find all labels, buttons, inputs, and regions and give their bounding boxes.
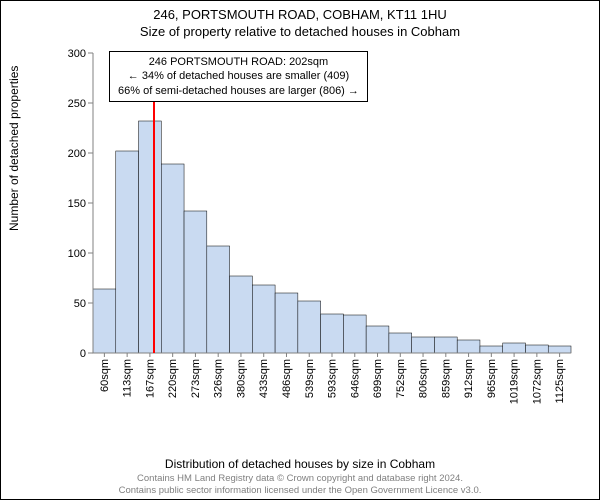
svg-text:699sqm: 699sqm xyxy=(372,359,384,398)
annotation-line1: 246 PORTSMOUTH ROAD: 202sqm xyxy=(118,55,359,69)
histogram-bar xyxy=(343,315,366,353)
histogram-bar xyxy=(230,276,253,353)
svg-text:1125sqm: 1125sqm xyxy=(554,359,566,403)
annotation-line3: 66% of semi-detached houses are larger (… xyxy=(118,84,359,98)
svg-text:50: 50 xyxy=(74,298,86,310)
histogram-bar xyxy=(548,346,571,353)
svg-text:150: 150 xyxy=(68,198,86,210)
x-axis-label: Distribution of detached houses by size … xyxy=(1,457,599,471)
histogram-bar xyxy=(275,293,298,353)
histogram-bar xyxy=(252,285,275,353)
svg-text:752sqm: 752sqm xyxy=(395,359,407,398)
svg-text:167sqm: 167sqm xyxy=(144,359,156,398)
svg-text:0: 0 xyxy=(80,348,86,360)
histogram-bar xyxy=(412,337,435,353)
svg-text:1019sqm: 1019sqm xyxy=(509,359,521,404)
svg-text:1072sqm: 1072sqm xyxy=(531,359,543,404)
histogram-bar xyxy=(161,164,184,353)
svg-text:113sqm: 113sqm xyxy=(122,359,134,397)
histogram-bar xyxy=(503,343,526,353)
title-sub: Size of property relative to detached ho… xyxy=(1,24,599,39)
histogram-bar xyxy=(116,151,139,353)
histogram-svg: 0 50 100 150 200 250 300 60sqm 113sqm 167sqm 220sq… xyxy=(65,49,575,411)
svg-text:859sqm: 859sqm xyxy=(440,359,452,398)
svg-text:593sqm: 593sqm xyxy=(327,359,339,398)
histogram-bar xyxy=(184,211,207,353)
svg-text:100: 100 xyxy=(68,248,86,260)
histogram-bar xyxy=(480,346,503,353)
footer-line1: Contains HM Land Registry data © Crown c… xyxy=(1,473,599,485)
svg-text:646sqm: 646sqm xyxy=(349,359,361,398)
histogram-bar xyxy=(298,301,321,353)
histogram-bar xyxy=(389,333,412,353)
histogram-bar xyxy=(457,340,480,353)
svg-text:380sqm: 380sqm xyxy=(235,359,247,398)
svg-text:912sqm: 912sqm xyxy=(463,359,475,398)
svg-text:200: 200 xyxy=(68,148,86,160)
svg-text:539sqm: 539sqm xyxy=(304,359,316,398)
svg-text:806sqm: 806sqm xyxy=(418,359,430,398)
annotation-line2: ← 34% of detached houses are smaller (40… xyxy=(118,69,359,83)
svg-text:273sqm: 273sqm xyxy=(190,359,202,398)
histogram-bar xyxy=(207,246,230,353)
histogram-bar xyxy=(434,337,457,353)
histogram-bar xyxy=(366,326,389,353)
svg-text:433sqm: 433sqm xyxy=(258,359,270,398)
plot-area: 0 50 100 150 200 250 300 60sqm 113sqm 167sqm 220sq… xyxy=(65,49,575,411)
svg-text:250: 250 xyxy=(68,98,86,110)
histogram-bar xyxy=(321,314,344,353)
footer: Contains HM Land Registry data © Crown c… xyxy=(1,473,599,497)
annotation-box: 246 PORTSMOUTH ROAD: 202sqm ← 34% of det… xyxy=(109,51,368,102)
svg-text:300: 300 xyxy=(68,49,86,60)
histogram-bar xyxy=(525,345,548,353)
histogram-bar xyxy=(93,289,116,353)
svg-text:486sqm: 486sqm xyxy=(281,359,293,398)
footer-line2: Contains public sector information licen… xyxy=(1,485,599,497)
title-main: 246, PORTSMOUTH ROAD, COBHAM, KT11 1HU xyxy=(1,7,599,22)
histogram-bar xyxy=(139,121,162,353)
svg-text:965sqm: 965sqm xyxy=(486,359,498,398)
svg-text:60sqm: 60sqm xyxy=(99,359,111,392)
svg-text:326sqm: 326sqm xyxy=(213,359,225,398)
svg-text:220sqm: 220sqm xyxy=(167,359,179,398)
chart-container: 246, PORTSMOUTH ROAD, COBHAM, KT11 1HU S… xyxy=(0,0,600,500)
y-axis-label: Number of detached properties xyxy=(7,66,21,231)
